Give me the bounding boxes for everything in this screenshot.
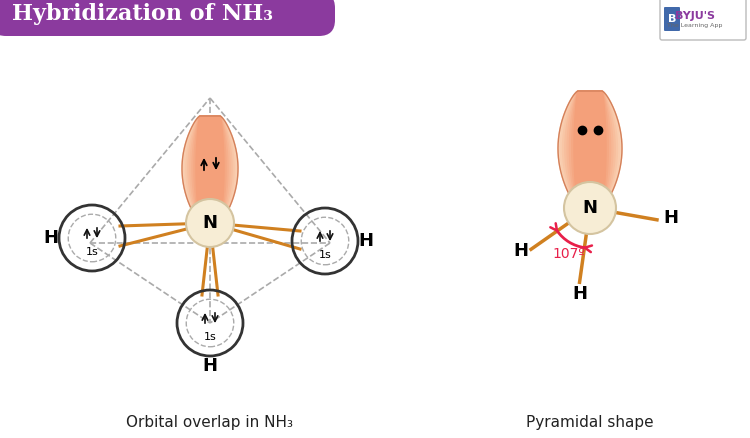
Text: H: H [664,209,679,227]
Polygon shape [182,116,238,221]
Polygon shape [192,116,228,221]
Text: 1s: 1s [319,250,332,260]
Polygon shape [565,91,615,206]
Polygon shape [188,116,232,221]
Text: H: H [358,232,374,250]
FancyBboxPatch shape [0,0,335,36]
Text: The Learning App: The Learning App [668,22,723,28]
Text: H: H [572,285,587,303]
Text: N: N [583,199,598,217]
Polygon shape [567,91,613,206]
Polygon shape [572,91,608,206]
Text: B: B [668,14,676,24]
Polygon shape [196,116,224,221]
Circle shape [186,199,234,247]
Polygon shape [562,91,617,206]
Polygon shape [560,91,620,206]
Text: N: N [202,214,217,232]
Text: 1s: 1s [203,332,216,342]
Text: H: H [44,229,58,247]
Text: 107º: 107º [552,247,585,261]
Text: Pyramidal shape: Pyramidal shape [526,416,654,431]
Polygon shape [186,116,234,221]
Polygon shape [190,116,230,221]
Polygon shape [569,91,610,206]
Text: 1s: 1s [86,247,98,257]
Text: Hybridization of NH₃: Hybridization of NH₃ [12,3,273,25]
Polygon shape [574,91,606,206]
Polygon shape [558,91,622,206]
Circle shape [564,182,616,234]
Text: H: H [514,242,529,260]
FancyBboxPatch shape [664,7,680,31]
Text: H: H [202,357,217,375]
Polygon shape [184,116,236,221]
Text: Orbital overlap in NH₃: Orbital overlap in NH₃ [127,416,293,431]
Polygon shape [194,116,226,221]
Text: BYJU'S: BYJU'S [675,11,715,21]
FancyBboxPatch shape [660,0,746,40]
